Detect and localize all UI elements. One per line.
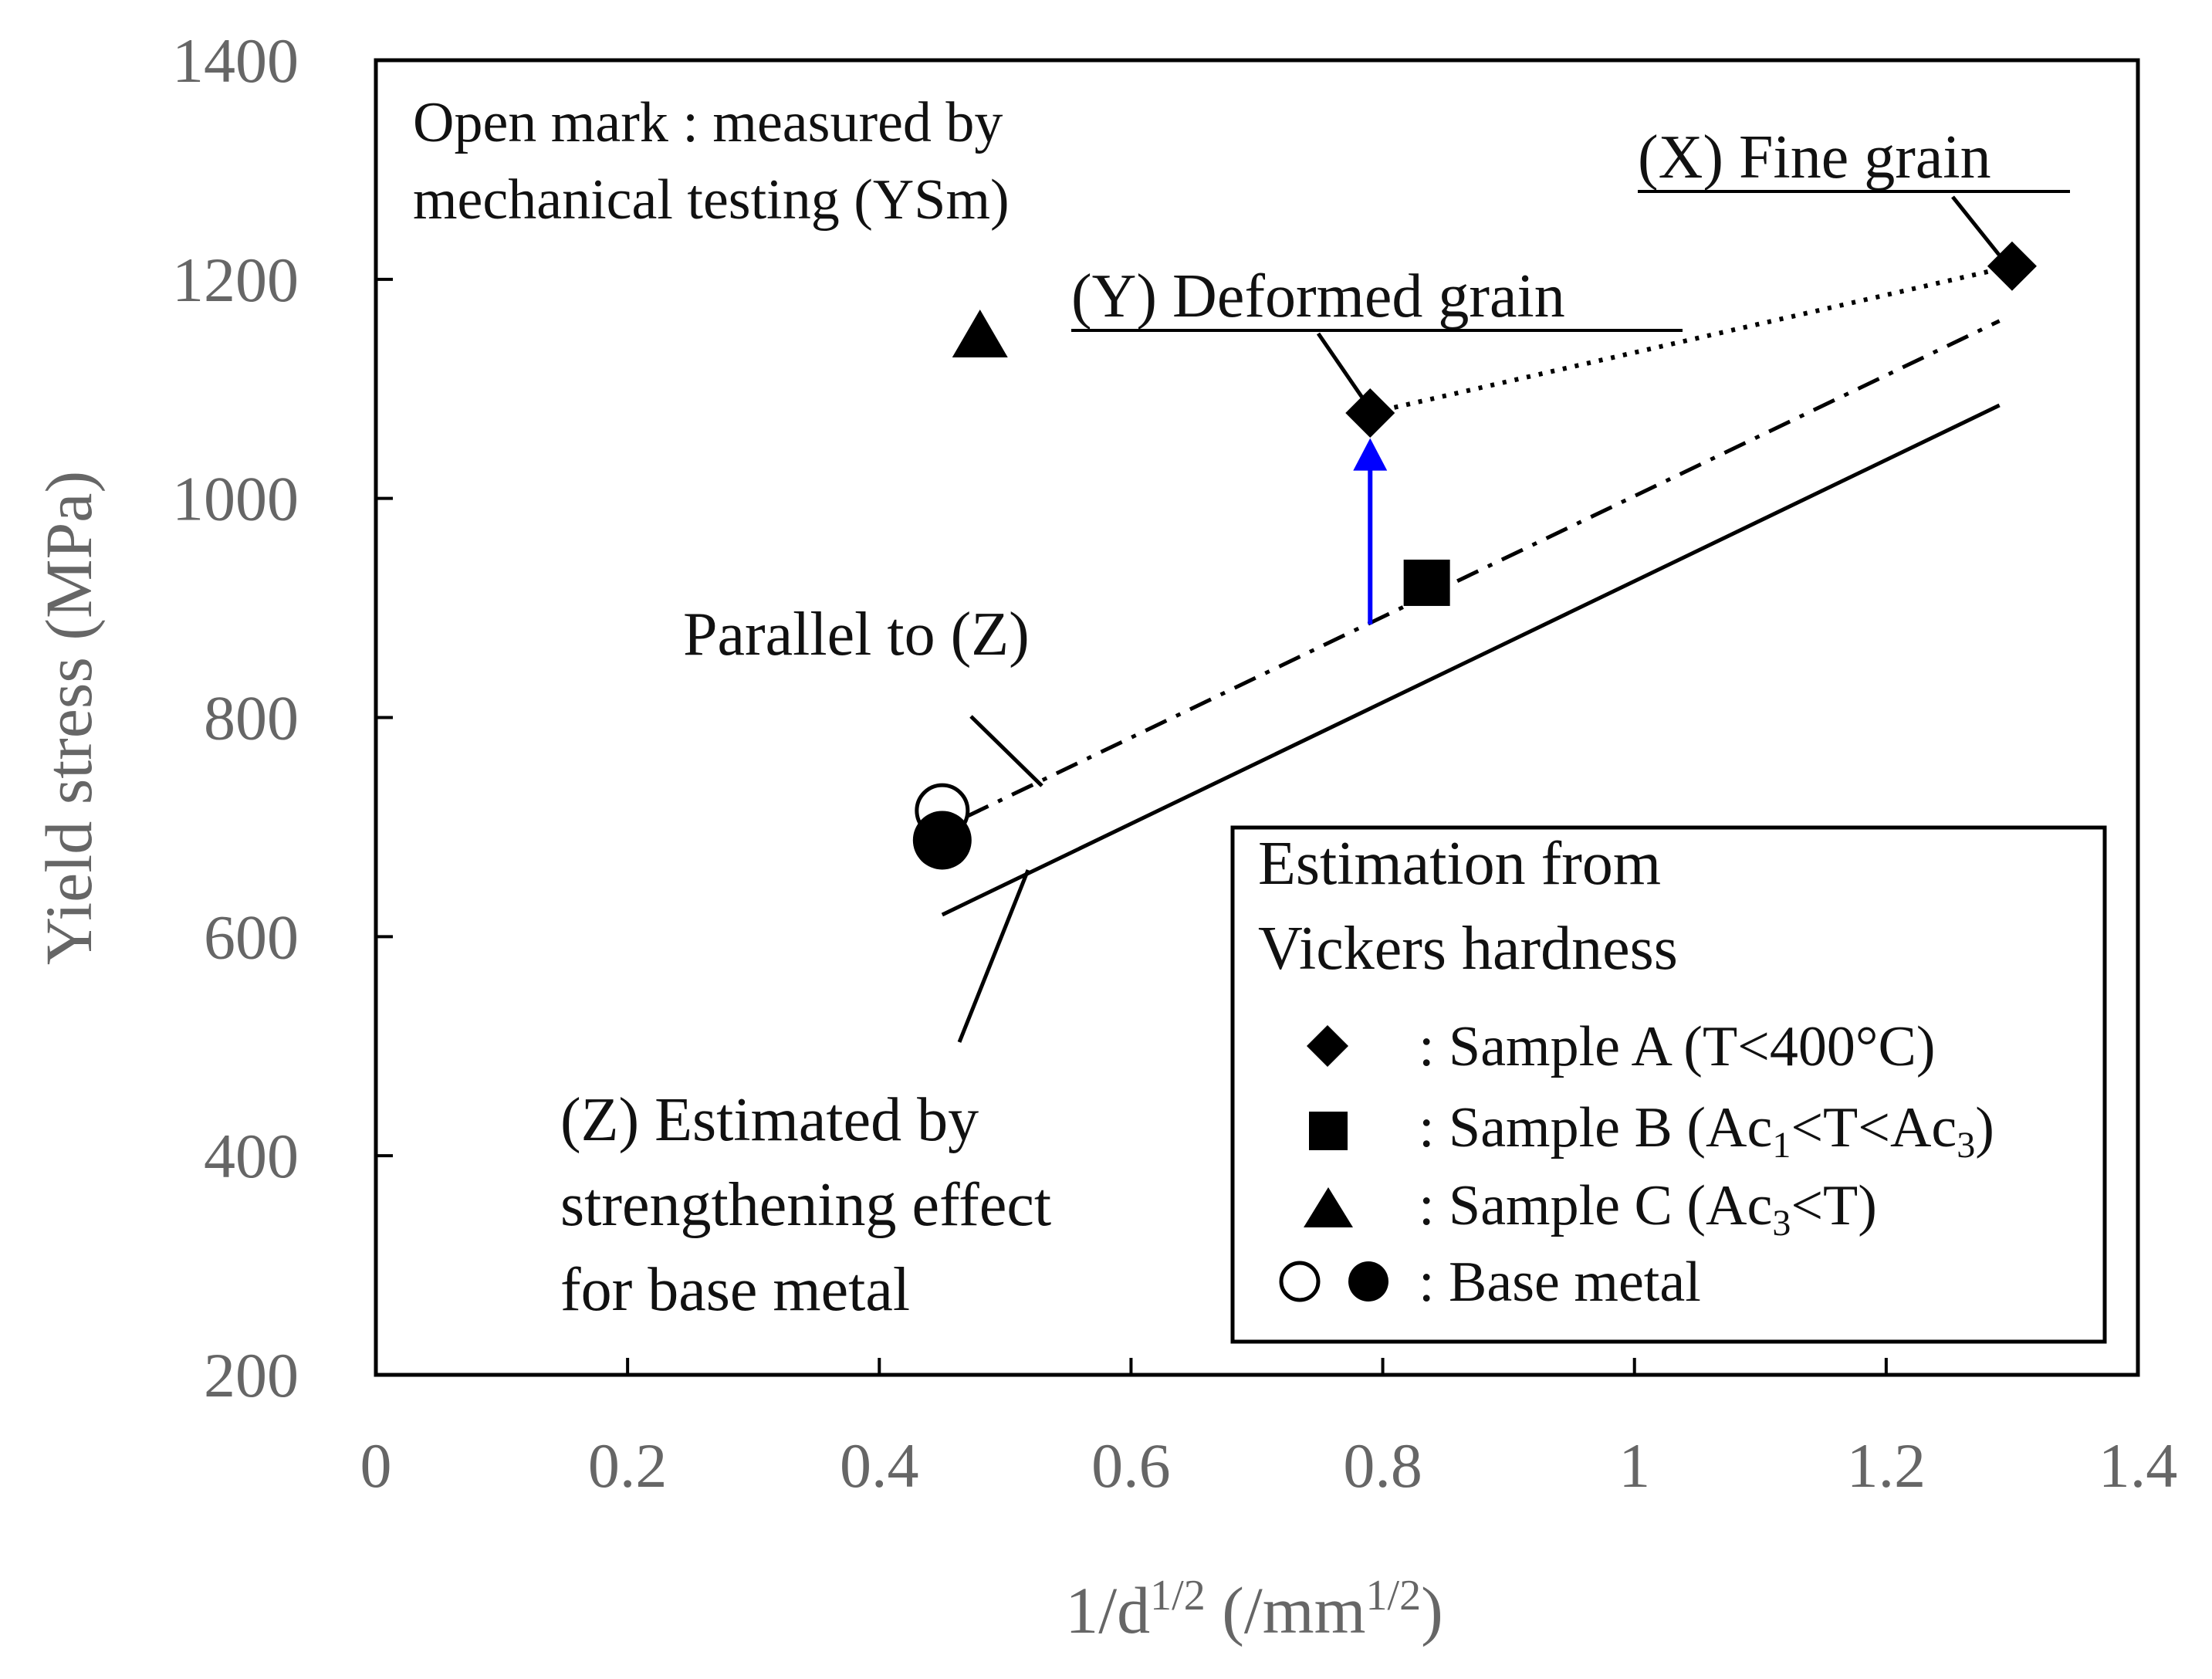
blue-arrow-head xyxy=(1353,438,1388,471)
legend-sample-b-post: ) xyxy=(1975,1096,1994,1159)
point-layer xyxy=(912,241,2037,870)
y-tick-labels: 200 400 600 800 1000 1200 1400 xyxy=(172,25,299,1410)
x-tick-label: 0.8 xyxy=(1343,1430,1422,1501)
parallel-line xyxy=(966,319,2001,818)
open-mark-note-line2: mechanical testing (YSm) xyxy=(413,168,1010,232)
legend-diamond-marker xyxy=(1307,1025,1348,1067)
fine-grain-label: (X) Fine grain xyxy=(1638,124,1991,191)
x-axis-label-sup1: 1/2 xyxy=(1150,1572,1206,1620)
x-tick-label: 0.6 xyxy=(1091,1430,1171,1501)
z-label-line2: strengthening effect xyxy=(560,1171,1051,1239)
fine-grain-leader xyxy=(1951,195,2001,256)
y-tick-label: 800 xyxy=(204,683,299,753)
legend-filled-circle-marker xyxy=(1348,1261,1388,1302)
x-tick-label: 0.2 xyxy=(588,1430,668,1501)
legend-box xyxy=(1230,825,2107,1344)
y-tick-label: 1000 xyxy=(172,464,299,534)
grid-layer xyxy=(374,59,2139,1376)
legend-triangle-marker xyxy=(1304,1187,1353,1227)
deformed-grain-leader xyxy=(1316,332,1365,399)
x-tick-labels: 0 0.2 0.4 0.6 0.8 1 1.2 1.4 xyxy=(360,1430,2178,1501)
line-layer xyxy=(941,263,2013,917)
base-metal-filled-point xyxy=(912,811,972,870)
y-axis-label: Yield stress (MPa) xyxy=(32,471,106,965)
y-tick-label: 400 xyxy=(204,1121,299,1191)
legend-sample-c-sub: 3 xyxy=(1772,1203,1791,1244)
legend-base-metal: : Base metal xyxy=(1419,1251,1701,1314)
legend: Estimation from Vickers hardness : Sampl… xyxy=(1230,825,2107,1344)
x-tick-label: 1 xyxy=(1618,1430,1650,1501)
plot-area-frame xyxy=(374,58,2140,1377)
x-tick-label: 1.4 xyxy=(2099,1430,2178,1501)
legend-title-line2: Vickers hardness xyxy=(1258,915,1678,983)
z-label-line1: (Z) Estimated by xyxy=(560,1086,979,1154)
legend-sample-a: : Sample A (T<400°C) xyxy=(1419,1015,1935,1078)
legend-sample-b: : Sample B (Ac1<T<Ac3) xyxy=(1419,1096,1994,1166)
y-tick-label: 1200 xyxy=(172,245,299,315)
legend-square-marker xyxy=(1309,1112,1348,1150)
open-mark-note-line1: Open mark : measured by xyxy=(413,91,1003,154)
sample-c-point xyxy=(952,310,1008,358)
parallel-leader xyxy=(969,715,1043,787)
x-axis-label-end: ) xyxy=(1421,1573,1443,1647)
x-tick-label: 0.4 xyxy=(840,1430,919,1501)
x-axis-label-mid: (/mm xyxy=(1206,1573,1366,1647)
z-estimate-line xyxy=(941,403,2001,917)
legend-sample-c: : Sample C (Ac3<T) xyxy=(1419,1174,1877,1244)
legend-sample-b-sub1: 1 xyxy=(1772,1125,1791,1166)
z-label-line3: for base metal xyxy=(560,1256,910,1324)
legend-sample-c-post: <T) xyxy=(1791,1174,1877,1237)
x-tick-label: 1.2 xyxy=(1847,1430,1926,1501)
x-axis-label-base: 1/d xyxy=(1065,1573,1150,1647)
x-axis-label-sup2: 1/2 xyxy=(1366,1572,1422,1620)
y-tick-label: 200 xyxy=(204,1340,299,1410)
legend-sample-c-pre: : Sample C (Ac xyxy=(1419,1174,1772,1237)
y-tick-label: 1400 xyxy=(172,25,299,96)
legend-sample-b-pre: : Sample B (Ac xyxy=(1419,1096,1772,1159)
deformed-grain-label: (Y) Deformed grain xyxy=(1071,262,1565,330)
x-axis-label: 1/d1/2 (/mm1/2) xyxy=(1065,1572,1443,1647)
legend-sample-b-mid: <T<Ac xyxy=(1791,1096,1957,1159)
y-tick-label: 600 xyxy=(204,902,299,972)
legend-title-line1: Estimation from xyxy=(1258,830,1661,898)
legend-open-circle-marker xyxy=(1279,1261,1321,1302)
x-tick-label: 0 xyxy=(360,1430,392,1501)
parallel-label: Parallel to (Z) xyxy=(683,601,1030,669)
sample-a-point xyxy=(1345,388,1395,438)
sample-b-point xyxy=(1403,559,1450,606)
legend-sample-b-sub2: 3 xyxy=(1957,1125,1975,1166)
z-leader xyxy=(957,869,1030,1043)
